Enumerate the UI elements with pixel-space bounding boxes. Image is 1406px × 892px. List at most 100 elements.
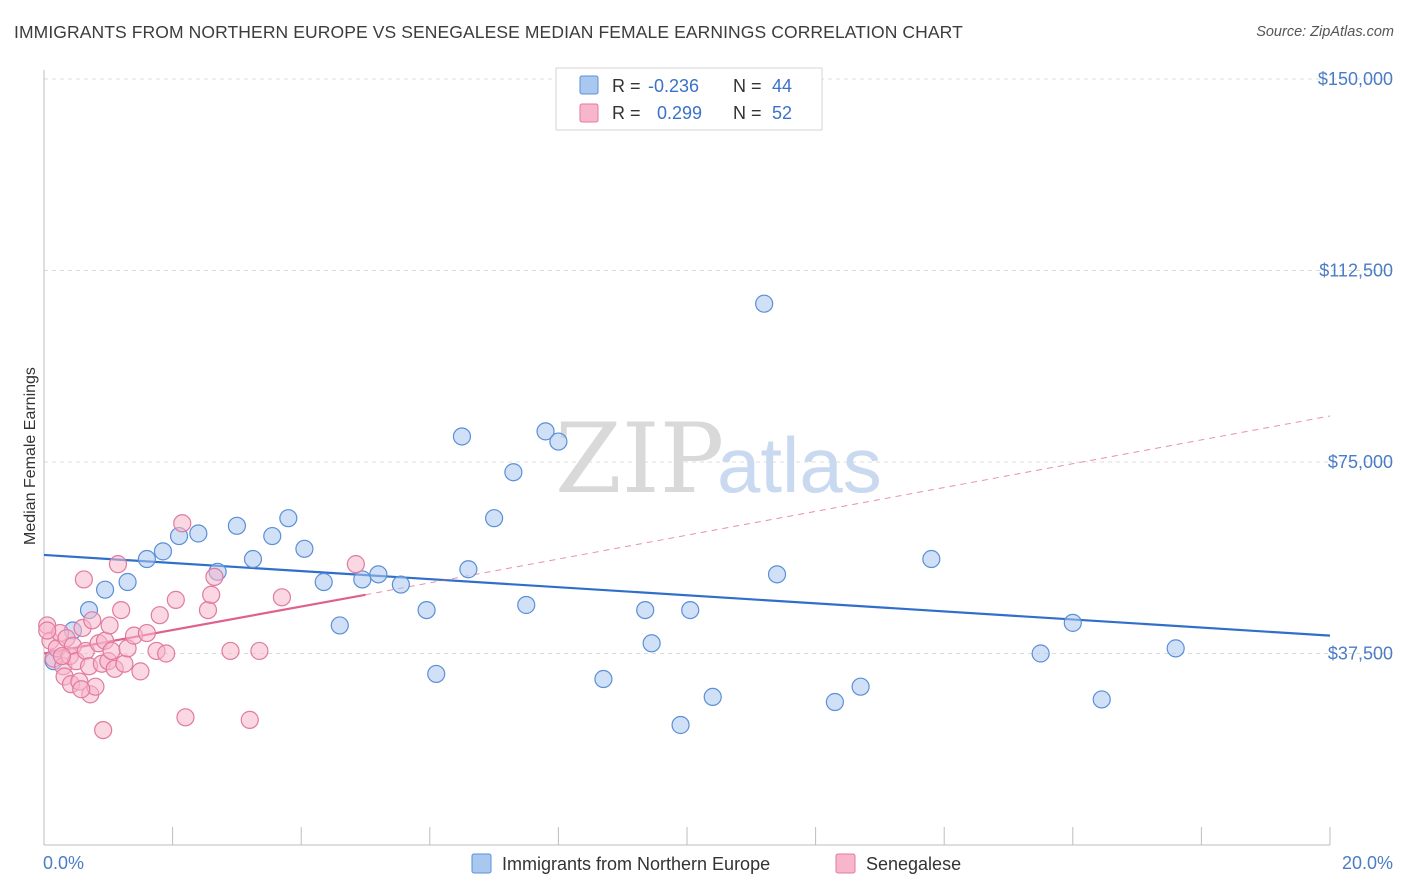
point-senegalese: [202, 585, 221, 604]
point-senegalese: [173, 514, 192, 533]
point-northern-europe: [95, 580, 115, 599]
point-senegalese: [100, 616, 119, 635]
point-senegalese: [131, 662, 150, 681]
point-senegalese: [198, 600, 218, 620]
x-start-label: 0.0%: [43, 853, 84, 873]
x-end-label: 20.0%: [1342, 853, 1393, 873]
point-northern-europe: [295, 539, 314, 558]
point-senegalese: [52, 646, 72, 666]
point-senegalese: [112, 600, 131, 620]
watermark-atlas: atlas: [717, 421, 882, 509]
legend-n-value: 52: [772, 103, 792, 123]
legend-swatch-blue: [579, 75, 599, 95]
y-tick-label: $150,000: [1318, 69, 1393, 89]
y-tick-label: $112,500: [1319, 261, 1393, 281]
point-northern-europe: [755, 294, 774, 313]
point-northern-europe: [671, 715, 690, 735]
y-tick-label: $37,500: [1328, 644, 1393, 664]
legend-r-value: 0.299: [657, 103, 702, 123]
point-northern-europe: [118, 572, 137, 592]
point-senegalese: [108, 555, 128, 574]
point-northern-europe: [137, 549, 156, 569]
point-northern-europe: [427, 664, 446, 684]
point-senegalese: [176, 708, 195, 727]
point-senegalese: [150, 606, 169, 625]
point-northern-europe: [536, 422, 555, 441]
point-northern-europe: [549, 432, 568, 451]
legend: R = -0.236 N = 44 R = 0.299 N = 52: [555, 67, 823, 131]
point-northern-europe: [1166, 639, 1185, 658]
point-northern-europe: [594, 669, 613, 689]
point-northern-europe: [851, 677, 870, 696]
point-northern-europe: [263, 526, 282, 546]
point-senegalese: [72, 680, 91, 699]
point-senegalese: [250, 641, 269, 661]
point-senegalese: [272, 588, 292, 607]
point-northern-europe: [459, 560, 478, 579]
point-northern-europe: [1031, 644, 1050, 663]
series-legend: Immigrants from Northern Europe Senegale…: [471, 853, 961, 874]
watermark: ZIP atlas: [555, 403, 882, 515]
point-northern-europe: [391, 575, 410, 594]
point-northern-europe: [227, 516, 246, 535]
legend-swatch-pink: [579, 103, 599, 123]
legend-r-label: R =: [612, 103, 641, 123]
point-northern-europe: [189, 524, 208, 543]
watermark-zip: ZIP: [555, 403, 724, 515]
series-swatch-northern-europe: [471, 853, 492, 874]
point-senegalese: [157, 644, 176, 663]
point-northern-europe: [1092, 690, 1111, 709]
point-northern-europe: [681, 600, 700, 620]
point-northern-europe: [504, 463, 523, 482]
point-northern-europe: [1063, 613, 1082, 632]
point-northern-europe: [642, 634, 661, 653]
point-senegalese: [102, 641, 121, 661]
chart-title: IMMIGRANTS FROM NORTHERN EUROPE VS SENEG…: [14, 22, 963, 42]
point-northern-europe: [353, 570, 372, 589]
point-northern-europe: [330, 616, 349, 635]
point-northern-europe: [452, 427, 472, 446]
point-northern-europe: [153, 542, 173, 561]
y-axis-label: Median Female Earnings: [22, 367, 39, 545]
point-senegalese: [240, 710, 259, 729]
point-northern-europe: [922, 549, 941, 569]
point-northern-europe: [243, 549, 263, 569]
data-points: [38, 294, 1185, 740]
point-senegalese: [38, 621, 57, 640]
legend-box: [555, 67, 823, 131]
point-senegalese: [94, 720, 113, 740]
point-northern-europe: [369, 565, 388, 584]
point-senegalese: [83, 611, 102, 630]
legend-r-value: -0.236: [648, 76, 699, 96]
trend-line-extension: [365, 415, 1331, 596]
series-swatch-senegalese: [835, 853, 856, 874]
point-northern-europe: [485, 509, 504, 528]
series-label-northern-europe: Immigrants from Northern Europe: [502, 854, 770, 874]
point-northern-europe: [417, 600, 436, 620]
point-northern-europe: [703, 687, 722, 707]
point-senegalese: [74, 570, 93, 589]
legend-r-label: R =: [612, 76, 641, 96]
point-senegalese: [166, 590, 185, 609]
point-northern-europe: [825, 692, 844, 712]
axes: [43, 70, 1331, 846]
legend-n-value: 44: [772, 76, 792, 96]
point-northern-europe: [517, 595, 536, 615]
trend-line-northern-europe: [43, 553, 1331, 637]
legend-n-label: N =: [733, 76, 762, 96]
source-label: Source: ZipAtlas.com: [1256, 24, 1394, 40]
point-senegalese: [137, 623, 156, 643]
legend-n-label: N =: [733, 103, 762, 123]
series-label-senegalese: Senegalese: [866, 854, 961, 874]
point-northern-europe: [279, 509, 298, 528]
point-senegalese: [205, 567, 224, 587]
point-northern-europe: [636, 600, 655, 620]
point-senegalese: [221, 641, 240, 661]
y-tick-labels: $37,500 $75,000 $112,500 $150,000: [1318, 69, 1393, 664]
y-tick-label: $75,000: [1328, 452, 1393, 472]
point-northern-europe: [314, 572, 333, 592]
point-northern-europe: [767, 565, 787, 584]
point-senegalese: [115, 654, 134, 673]
point-senegalese: [346, 555, 365, 574]
